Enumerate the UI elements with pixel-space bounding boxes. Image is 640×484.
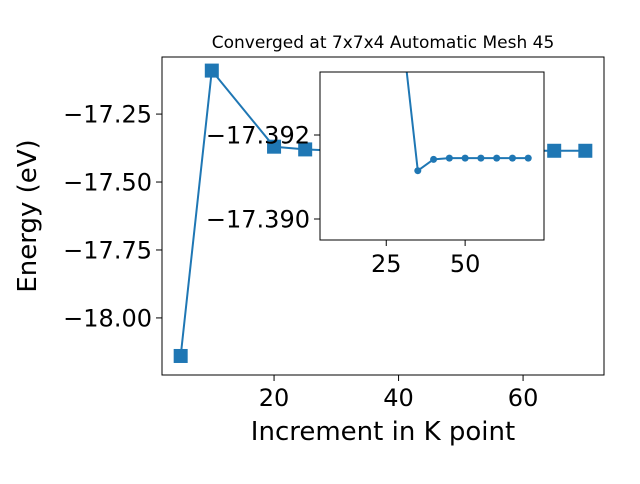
main-y-tick-label: −17.25 [63,101,152,129]
main-data-point [173,348,188,363]
x-axis-label: Increment in K point [251,417,515,447]
main-x-tick-label: 20 [259,384,290,412]
inset-plot-frame [319,71,545,241]
inset-data-point [414,167,422,175]
inset-y-tick-label: −17.392 [206,122,310,150]
inset-data-point [430,155,438,163]
main-data-point [298,142,313,157]
inset-background [320,72,544,240]
main-data-point [547,143,562,158]
main-data-point [267,139,282,154]
main-data-point [578,143,593,158]
inset-data-point [461,154,469,162]
main-plot-frame [161,56,605,376]
inset-plot: 25 50 −17.392 −17.390 [206,71,545,278]
main-y-tick-label: −17.50 [63,169,152,197]
main-data-point [204,63,219,78]
inset-x-tick-label: 25 [371,250,402,278]
main-y-tick-label: −17.75 [63,237,152,265]
inset-data-point [493,154,501,162]
inset-x-tick-label: 50 [450,250,481,278]
main-x-tick-label: 60 [508,384,539,412]
chart-title: Converged at 7x7x4 Automatic Mesh 45 [212,33,555,53]
y-axis-label: Energy (eV) [13,139,43,292]
inset-data-point [524,154,532,162]
inset-data-point [477,154,485,162]
inset-data-point [508,154,516,162]
main-x-tick-label: 40 [383,384,414,412]
inset-y-tick-label: −17.390 [206,206,310,234]
inset-data-point [445,154,453,162]
main-y-tick-label: −18.00 [63,305,152,333]
